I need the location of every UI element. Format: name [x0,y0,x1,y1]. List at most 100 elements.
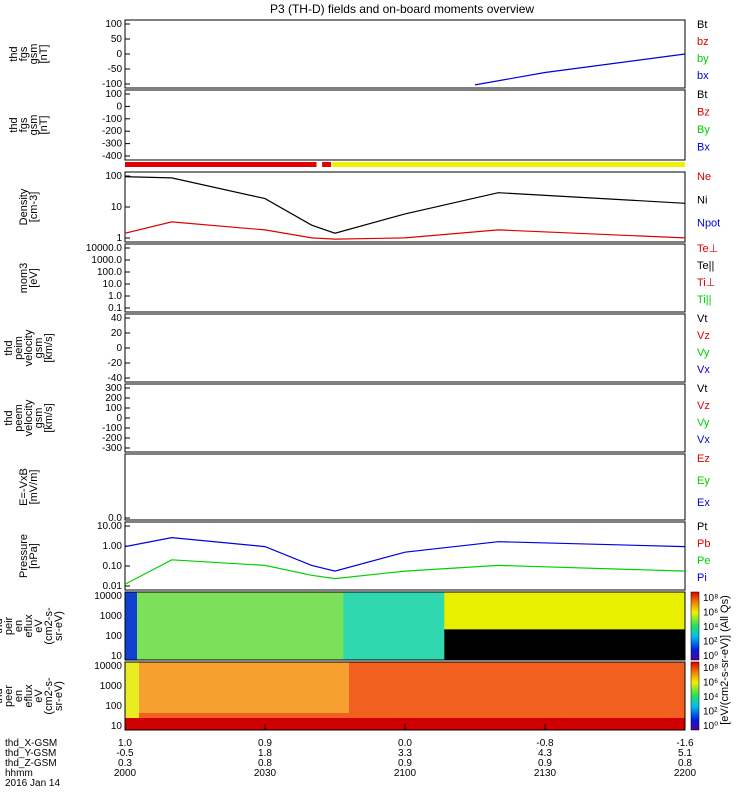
panel-frame [124,591,686,661]
panel-ylabel: [km/s] [43,333,55,362]
x-tick-label: 0.8 [258,758,272,769]
legend-entry: Te|| [697,260,714,272]
y-tick-label: 1000 [100,681,123,692]
y-tick-label: 0 [116,49,122,60]
y-tick-label: -300 [102,443,122,454]
peir-band-black [444,629,685,660]
series-line-pe [124,559,686,585]
spectrograms [125,592,685,730]
y-tick-label: -400 [102,151,122,162]
x-tick-label: -0.8 [536,738,554,749]
panel-ylabel: E=-VxB [18,468,30,506]
panel-ylabel: (cm2-s- [43,677,55,715]
colorbar-tick: 10⁸ [703,593,718,604]
y-tick-label: 100.0 [97,267,122,278]
legend-entry: bz [697,36,709,48]
y-tick-label: 100 [105,701,122,712]
x-axis-row-name: hhmm [5,768,33,779]
legend-entry: Vy [697,417,710,429]
panel-frame [124,19,686,89]
mode-bar-red [125,162,317,167]
x-tick-label: -0.5 [116,748,134,759]
x-axis-date: 2016 Jan 14 [5,778,60,789]
legend-entry: Te⊥ [697,243,718,255]
panel-ylabel: gsm [33,408,45,429]
y-tick-label: 40 [111,313,123,324]
panel-ylabel: [nT] [38,116,50,135]
peir-band-right [444,592,685,630]
y-tick-label: 10 [111,721,123,732]
panel-frame [124,171,686,243]
page-title: P3 (TH-D) fields and on-board moments ov… [270,2,534,16]
x-tick-label: 2030 [254,768,277,779]
x-tick-label: 4.3 [538,748,552,759]
series-line-ne [124,221,686,240]
panel-ylabel: peem [13,404,25,432]
panel-ylabel: mom3 [18,263,30,294]
y-tick-label: 1000 [100,611,123,622]
panel-frame [124,313,686,383]
y-tick-label: 10000.0 [86,243,123,254]
legend-entry: Vz [697,330,710,342]
panel-ylabel: [nPa] [28,543,40,569]
peir-band-mid [343,592,445,660]
x-tick-label: 0.9 [258,738,272,749]
series-line-ni [124,176,686,234]
legend-entry: Vx [697,434,710,446]
legend-entry: Ne [697,171,711,183]
panel-ylabel: peer [3,685,15,707]
legend-entry: Vz [697,400,710,412]
colorbar-tick: 10⁰ [703,651,718,662]
y-tick-label: 200 [105,393,122,404]
legend-entry: Vt [697,383,707,395]
y-tick-label: -50 [108,64,123,75]
y-tick-label: 100 [105,631,122,642]
y-tick-label: -200 [102,126,122,137]
legend-entry: Pi [697,572,707,584]
panel-ylabel: sr-eV) [53,611,65,641]
y-tick-label: -300 [102,139,122,150]
panel-ylabel: eflux [23,614,35,638]
panel-ylabel: en [13,690,25,702]
y-tick-label: 1000.0 [91,255,122,266]
panel-ylabel: sr-eV) [53,681,65,711]
y-tick-label: 10.0 [103,279,123,290]
panel-ylabel: peir [3,616,15,635]
x-tick-label: 2000 [114,768,137,779]
panel-efield: E=-VxB[mV/m] 0.0 Ez Ey Ex [18,453,710,524]
y-tick-label: -100 [102,79,122,90]
y-tick-label: 20 [111,328,123,339]
panel-ylabel: [mV/m] [28,470,40,505]
legend-entry: Ez [697,453,710,465]
y-tick-label: 100 [105,171,122,182]
legend-entry: Bx [697,142,710,154]
panel-pressure: Pressure[nPa] 10.00 1.00 0.10 0.01 Pt Pb Pe Pi [18,521,710,592]
panel-ylabel: (cm2-s- [43,607,55,645]
panel-ylabel: fgs [18,117,30,132]
x-axis-row-name: thd_Z-GSM [5,758,57,769]
peir-band-left [125,592,137,660]
x-tick-label: 2100 [394,768,417,779]
legend-entry: Vx [697,364,710,376]
colorbar-tick: 10⁶ [703,678,718,689]
y-tick-label: 10000 [94,661,122,672]
panel-ylabel: peim [13,336,25,360]
colorbar-tick: 10⁴ [703,692,718,703]
y-tick-label: 0 [116,413,122,424]
panel-ylabel: velocity [23,329,35,366]
panel-ylabel: Pressure [18,534,30,578]
y-tick-label: 0 [116,101,122,112]
x-tick-label: 5.1 [678,748,692,759]
y-tick-label: 0.1 [108,303,122,314]
panel-ylabel: [eV] [28,268,40,288]
legend-entry: Vy [697,347,710,359]
legend-entry: Ni [697,194,707,206]
legend-entry: Ex [697,497,710,509]
legend-entry: bx [697,70,709,82]
x-tick-label: 0.9 [398,758,412,769]
colorbar [690,591,700,661]
